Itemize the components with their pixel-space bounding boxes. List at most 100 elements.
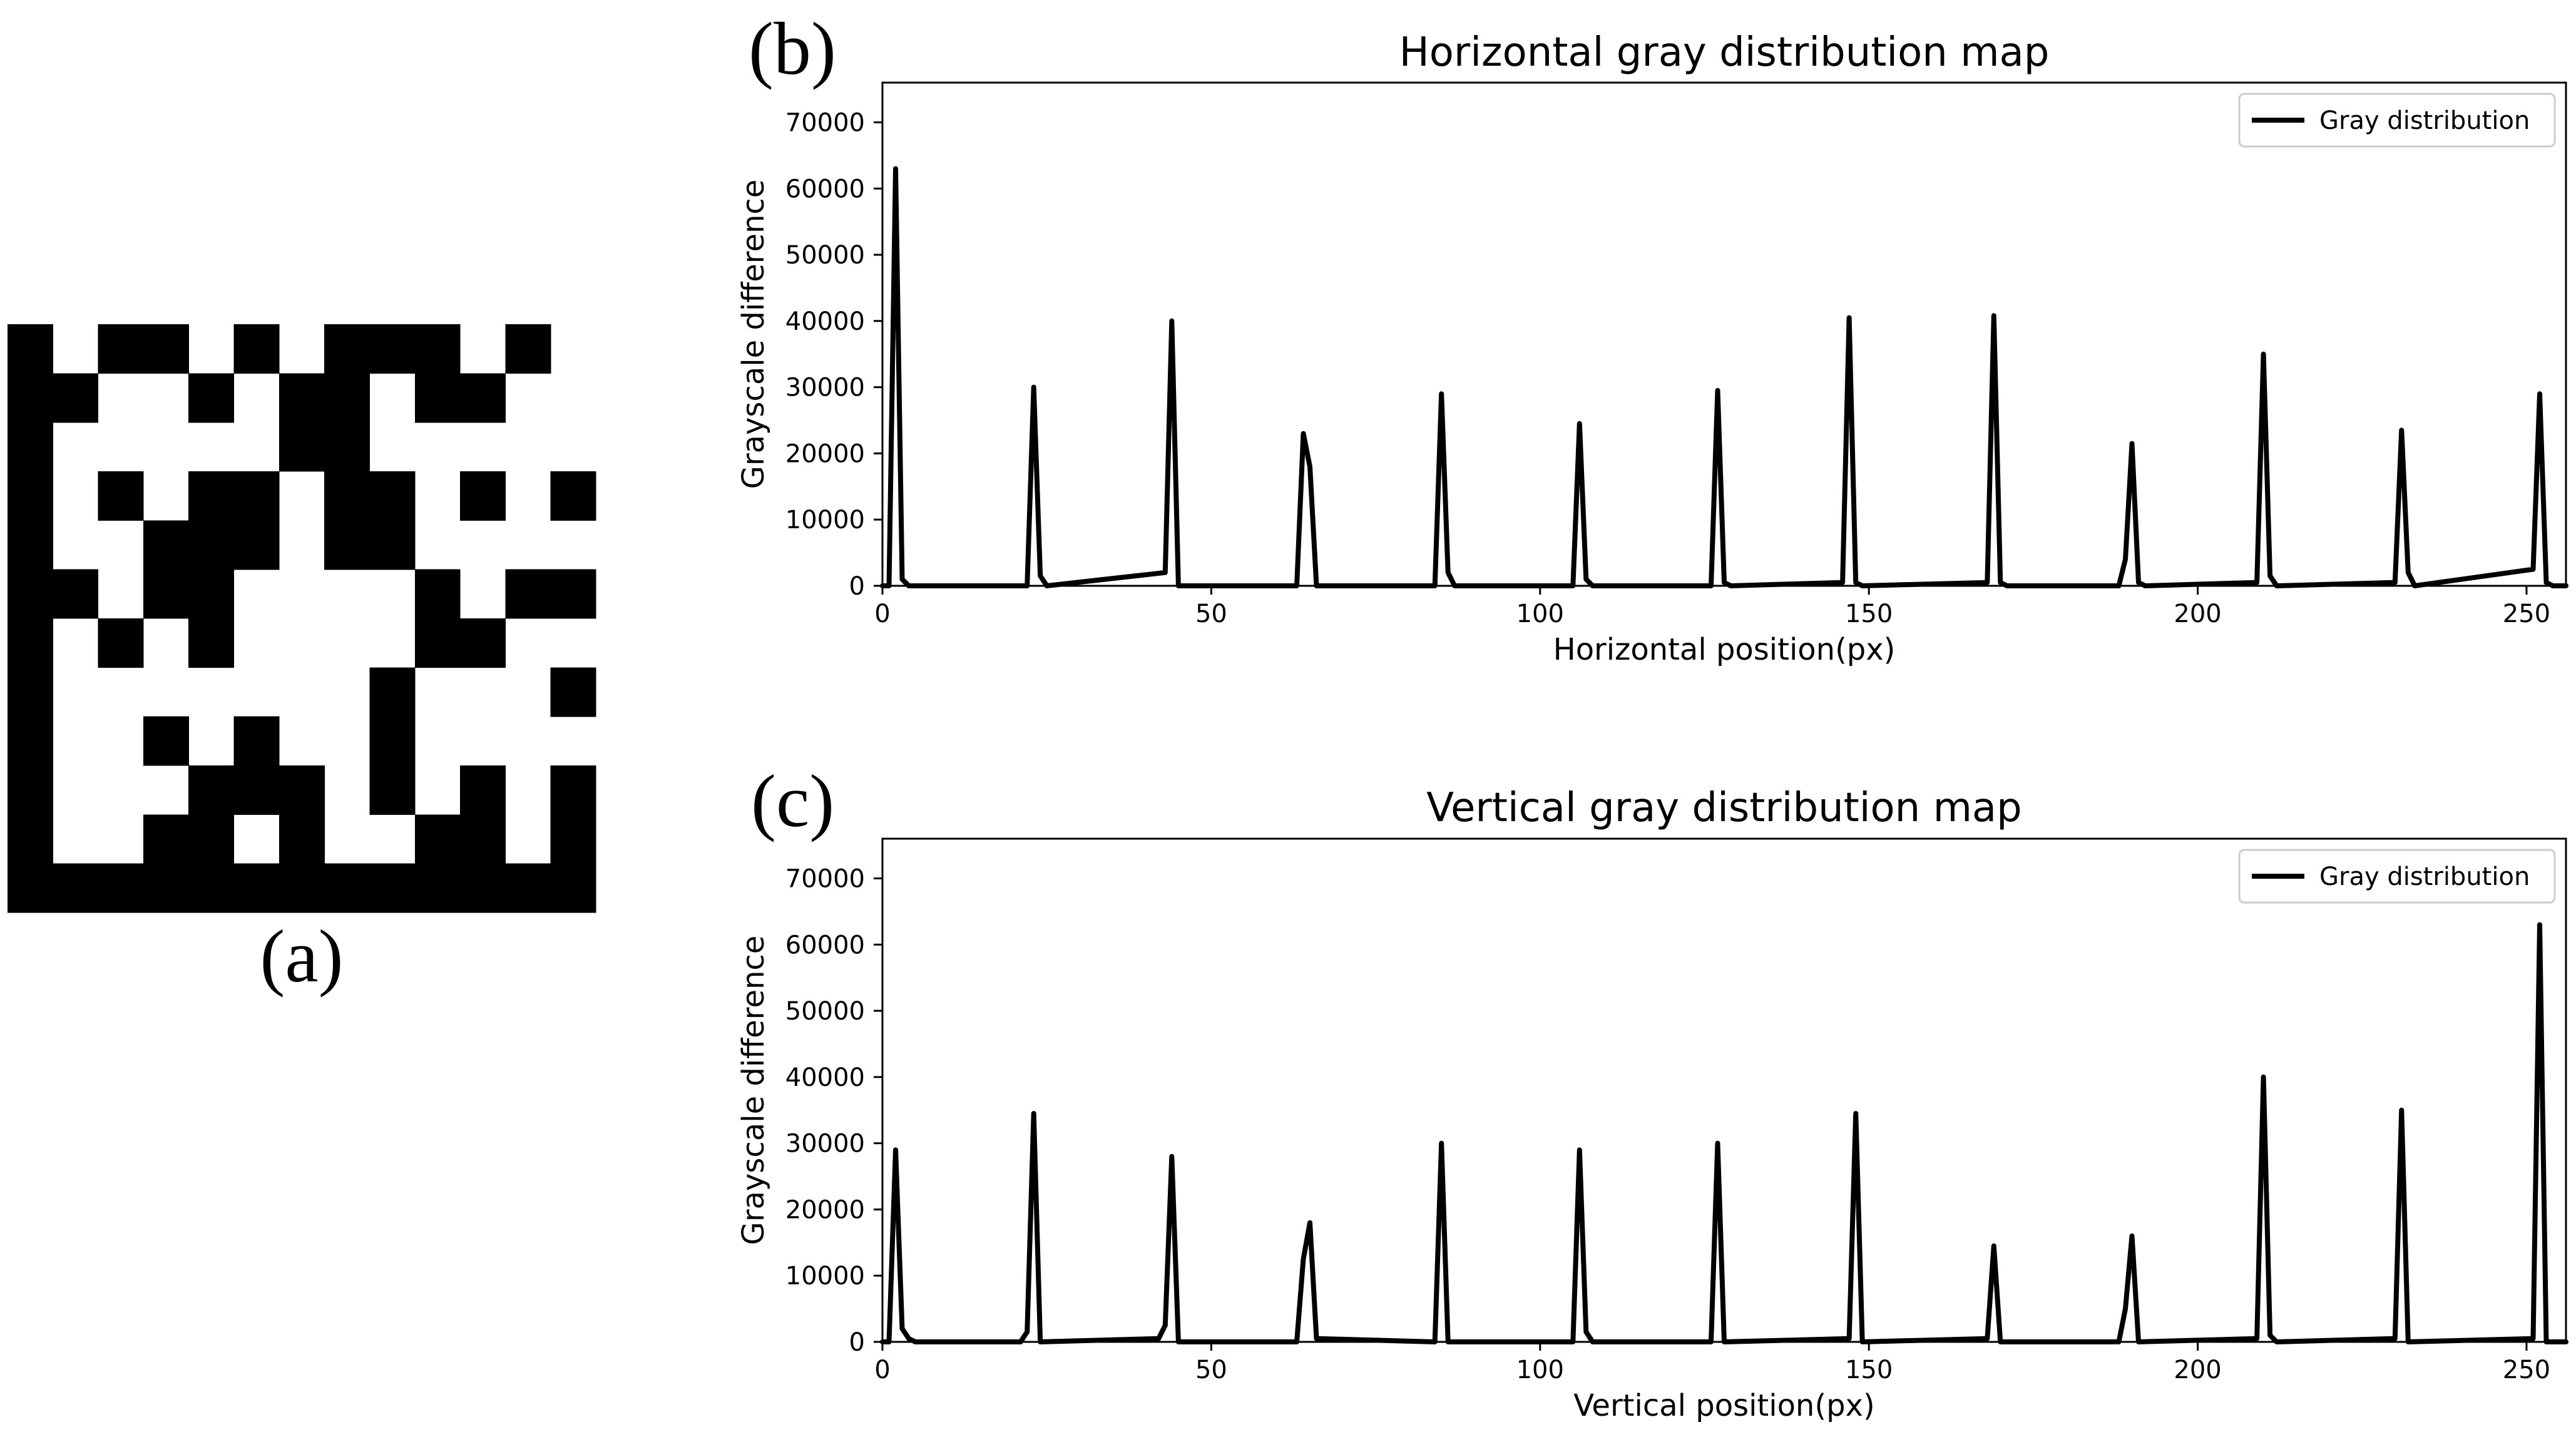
matrix-module [143,520,189,570]
x-tick-label: 250 [2503,600,2550,628]
matrix-module [233,471,280,521]
matrix-module [550,765,596,815]
matrix-module [460,471,506,521]
y-tick-label: 30000 [785,374,865,402]
y-tick-label: 30000 [785,1130,865,1158]
matrix-module [188,569,235,619]
legend-label: Gray distribution [2319,106,2530,135]
y-tick-label: 10000 [785,1262,865,1291]
x-tick-label: 100 [1516,600,1564,628]
matrix-module [550,569,596,619]
matrix-module [369,667,416,717]
matrix-module [188,471,235,521]
matrix-module [143,716,189,766]
matrix-module [233,765,280,815]
y-tick-label: 50000 [785,241,865,270]
matrix-module [8,667,53,717]
matrix-module [98,324,144,374]
matrix-module [414,373,461,423]
matrix-module [188,863,235,913]
x-tick-label: 200 [2174,1356,2221,1384]
matrix-module [324,373,371,423]
matrix-module [188,765,235,815]
matrix-module [8,471,53,521]
matrix-module [279,863,325,913]
y-axis-label: Grayscale difference [736,180,771,489]
matrix-module [369,324,416,374]
series-line-gray-distribution [880,166,2568,588]
x-tick-label: 150 [1845,600,1893,628]
matrix-module [8,569,53,619]
matrix-module [369,765,416,815]
matrix-module [233,324,280,374]
x-tick-label: 200 [2174,600,2221,628]
matrix-module [460,863,506,913]
legend: Gray distribution [2238,93,2556,148]
x-tick-label: 50 [1195,600,1227,628]
panel-label-b: (b) [749,7,836,90]
matrix-module [188,373,235,423]
x-tick-label: 0 [874,1356,890,1384]
y-tick-label: 60000 [785,931,865,959]
chart-title: Horizontal gray distribution map [1399,29,2050,76]
matrix-module [414,814,461,864]
x-axis-label: Horizontal position(px) [1553,632,1896,667]
matrix-module [460,814,506,864]
matrix-module [98,471,144,521]
legend: Gray distribution [2238,849,2556,904]
matrix-module [233,520,280,570]
x-tick-label: 150 [1845,1356,1893,1384]
matrix-module [460,373,506,423]
matrix-module [279,765,325,815]
matrix-module [460,765,506,815]
matrix-module [324,471,371,521]
matrix-module [143,863,189,913]
matrix-module [369,716,416,766]
data-matrix-code-image [8,324,596,913]
x-tick-label: 100 [1516,1356,1564,1384]
chart-title: Vertical gray distribution map [1426,785,2022,831]
legend-box [2238,93,2556,148]
matrix-module [414,324,461,374]
y-tick-label: 40000 [785,1063,865,1092]
matrix-module [233,863,280,913]
x-tick-label: 0 [874,600,890,628]
matrix-module [324,863,371,913]
matrix-module [188,618,235,668]
matrix-module [143,814,189,864]
matrix-module [8,618,53,668]
matrix-module [279,373,325,423]
matrix-module [550,471,596,521]
x-tick-label: 50 [1195,1356,1227,1384]
matrix-module [8,814,53,864]
horizontal-gray-distribution-chart: Horizontal gray distribution map 0 50 100 15… [736,29,2568,667]
matrix-module [53,569,99,619]
matrix-module [53,863,99,913]
matrix-module [369,863,416,913]
matrix-module [324,422,371,472]
y-tick-label: 60000 [785,175,865,203]
matrix-module [324,324,371,374]
matrix-module [550,863,596,913]
vertical-gray-distribution-chart: Vertical gray distribution map 0 50 100 150 2… [736,785,2568,1423]
matrix-module [188,520,235,570]
y-tick-label: 20000 [785,439,865,468]
plot-area-frame [881,81,2567,587]
matrix-module [143,324,189,374]
legend-box [2238,849,2556,904]
matrix-module [8,373,53,423]
y-tick-label: 70000 [785,108,865,137]
matrix-module [550,814,596,864]
matrix-module [188,814,235,864]
plot-area-frame [881,837,2567,1343]
matrix-module [8,716,53,766]
matrix-module [414,863,461,913]
matrix-module [505,569,551,619]
y-tick-label: 0 [849,572,865,601]
matrix-module [8,765,53,815]
y-tick-label: 70000 [785,864,865,893]
matrix-module [8,324,53,374]
y-tick-label: 10000 [785,506,865,534]
matrix-module [143,569,189,619]
y-tick-label: 0 [849,1328,865,1357]
